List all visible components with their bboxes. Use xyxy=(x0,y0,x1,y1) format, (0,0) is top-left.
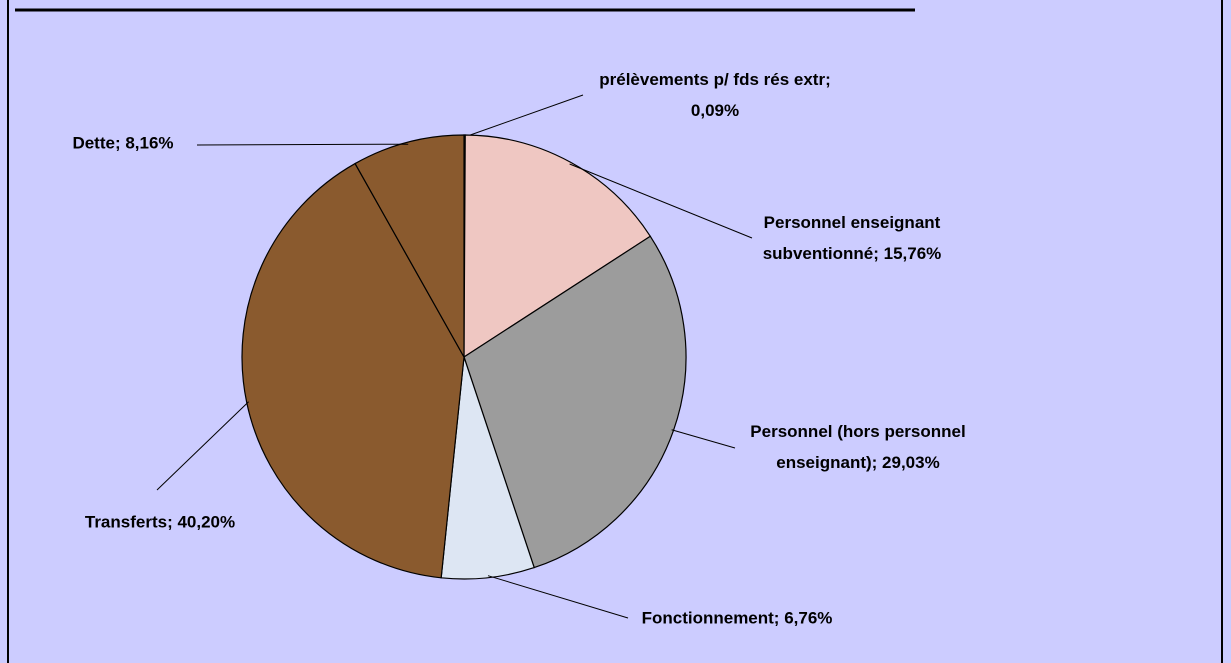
data-label: Transferts; 40,20% xyxy=(30,507,290,538)
data-label: Personnel enseignant subventionné; 15,76… xyxy=(757,207,947,269)
data-label: prélèvements p/ fds rés extr; 0,09% xyxy=(580,64,850,126)
data-label: Personnel (hors personnel enseignant); 2… xyxy=(743,416,973,478)
chart: prélèvements p/ fds rés extr; 0,09% Perso… xyxy=(0,0,1231,663)
data-label: Fonctionnement; 6,76% xyxy=(627,603,847,634)
data-label: Dette; 8,16% xyxy=(38,128,208,159)
